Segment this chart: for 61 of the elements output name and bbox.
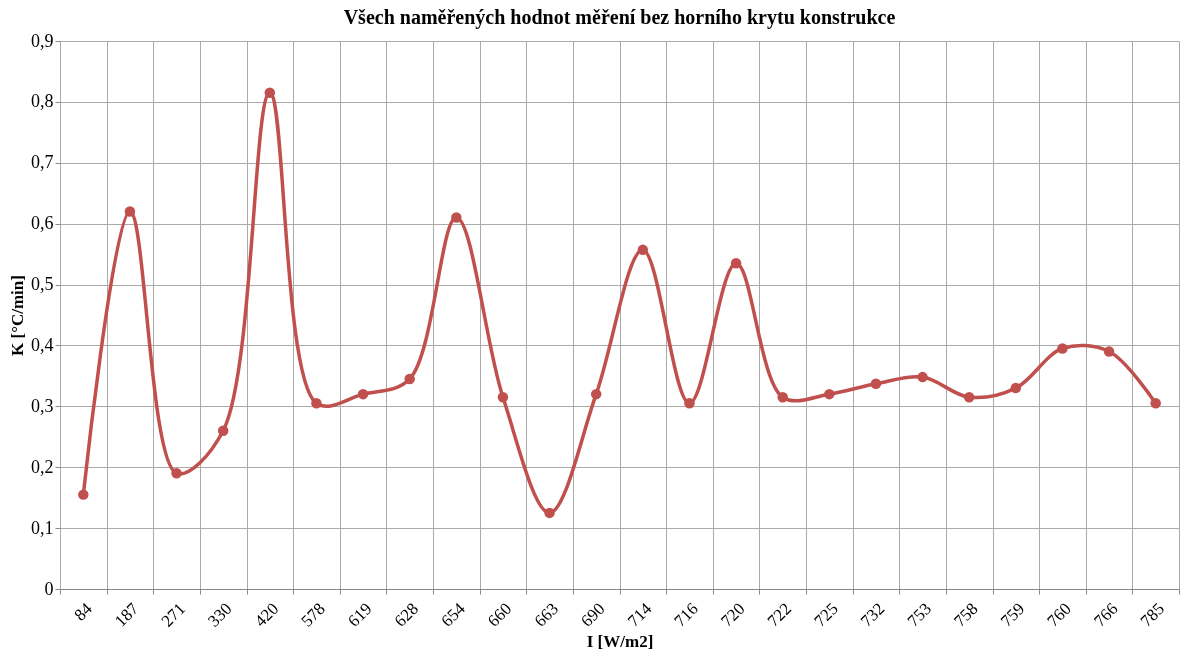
x-tick-label: 330 — [204, 599, 236, 631]
point — [963, 391, 975, 403]
point — [870, 378, 882, 390]
point — [451, 212, 462, 223]
x-tick-label: 660 — [483, 599, 516, 631]
y-tick-label: 0,7 — [31, 152, 54, 173]
x-tick-label: 578 — [297, 599, 329, 631]
x-tick-label: 654 — [437, 598, 470, 631]
point — [917, 371, 928, 383]
point — [1057, 343, 1068, 354]
x-tick-label: 766 — [1090, 599, 1122, 631]
y-tick-label: 0,3 — [31, 395, 54, 416]
point — [730, 258, 742, 269]
point — [637, 244, 649, 256]
x-tick-label: 759 — [996, 599, 1029, 631]
x-tick-label: 271 — [157, 599, 190, 631]
point — [311, 398, 322, 409]
y-tick-label: 0,2 — [31, 456, 54, 477]
x-tick-label: 785 — [1136, 599, 1169, 631]
x-tick-label: 690 — [577, 599, 609, 631]
x-tick-label: 722 — [763, 599, 796, 631]
x-tick-label: 619 — [344, 599, 376, 631]
y-tick-label: 0,8 — [31, 91, 54, 112]
point — [824, 388, 835, 400]
point — [357, 388, 369, 400]
point — [590, 388, 602, 400]
x-tick-label: 84 — [70, 598, 97, 625]
x-tick-label: 420 — [250, 599, 283, 631]
x-tick-label: 720 — [717, 599, 749, 631]
x-tick-label: 663 — [530, 599, 563, 631]
x-tick-label: 187 — [110, 598, 143, 631]
y-tick-label: 0,4 — [31, 334, 54, 355]
x-tick-label: 732 — [856, 599, 889, 631]
y-tick-label: 0,1 — [31, 517, 54, 538]
point — [684, 398, 695, 409]
y-axis-title: K [°C/min] — [8, 275, 27, 356]
point — [1010, 382, 1022, 394]
x-tick-label: 725 — [810, 599, 842, 631]
x-tick-label: 628 — [390, 599, 423, 631]
point — [264, 87, 276, 98]
x-tick-label: 760 — [1043, 599, 1075, 631]
x-axis-title: I [W/m2] — [586, 631, 654, 651]
point — [171, 468, 182, 479]
chart-title: Všech naměřených hodnot měření bez horního krytu konstrukce — [343, 6, 896, 29]
point — [777, 391, 788, 403]
point — [544, 507, 555, 519]
point — [217, 425, 229, 436]
point — [1103, 346, 1115, 357]
x-tick-label: 758 — [950, 599, 982, 631]
point — [497, 391, 509, 403]
x-tick-label: 716 — [670, 599, 702, 631]
x-tick-label: 753 — [903, 599, 936, 631]
point — [124, 206, 136, 217]
y-tick-label: 0 — [44, 578, 54, 599]
y-tick-label: 0,5 — [31, 274, 54, 295]
point — [404, 373, 415, 385]
y-tick-label: 0,9 — [31, 30, 54, 51]
x-tick-label: 714 — [623, 598, 656, 631]
point — [1150, 398, 1161, 409]
y-tick-label: 0,6 — [31, 213, 54, 234]
point — [78, 489, 89, 500]
